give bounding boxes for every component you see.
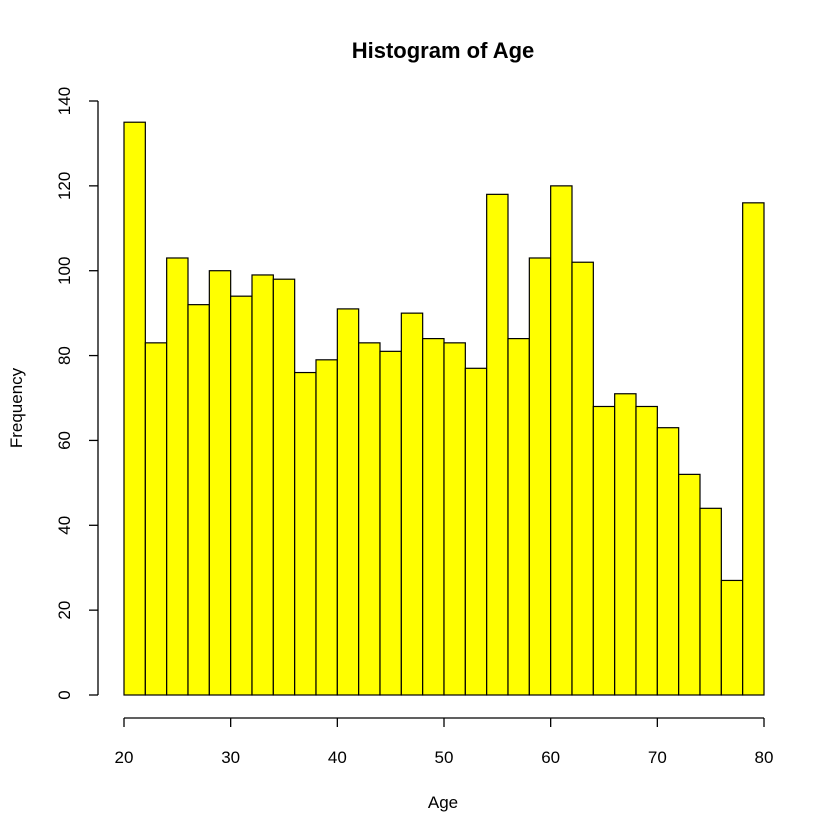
histogram-bar-20	[550, 185, 573, 696]
histogram-bar-11	[358, 342, 381, 696]
histogram-bar-9	[315, 359, 338, 696]
histogram-bar-5	[230, 295, 253, 696]
y-tick-label: 20	[55, 601, 74, 620]
y-axis: 0 20 40 60 80 100 120 140	[55, 87, 99, 700]
x-axis: 20 30 40 50 60 70 80	[115, 717, 774, 767]
histogram-bar-16	[464, 367, 488, 696]
histogram-bar-23	[614, 393, 637, 696]
histogram-bar-4	[208, 270, 232, 696]
y-tick-label: 100	[55, 257, 74, 285]
histogram-bar-17	[486, 193, 509, 696]
x-tick-label: 20	[115, 748, 134, 767]
histogram-bar-27	[699, 507, 722, 696]
x-axis-label: Age	[428, 793, 458, 812]
histogram-bar-29	[742, 202, 765, 696]
histogram-bar-3	[187, 304, 210, 696]
histogram-bar-0	[123, 121, 146, 696]
histogram-bar-22	[592, 405, 616, 696]
histogram-bar-28	[720, 579, 744, 696]
histogram-bar-25	[656, 427, 680, 696]
histogram-bar-1	[144, 342, 168, 696]
chart-title: Histogram of Age	[352, 38, 535, 63]
histogram-bar-19	[528, 257, 552, 696]
x-tick-label: 40	[328, 748, 347, 767]
histogram-bar-13	[400, 312, 424, 696]
histogram-bar-15	[443, 342, 466, 696]
y-tick-label: 80	[55, 346, 74, 365]
x-tick-label: 70	[648, 748, 667, 767]
y-tick-label: 0	[55, 690, 74, 699]
bars-group	[123, 121, 765, 696]
histogram-bar-2	[166, 257, 189, 696]
histogram-bar-14	[422, 338, 445, 696]
histogram-bar-8	[294, 371, 317, 696]
histogram-bar-21	[571, 261, 594, 696]
x-tick-label: 60	[541, 748, 560, 767]
histogram-bar-7	[272, 278, 296, 696]
y-tick-label: 60	[55, 431, 74, 450]
y-axis-label: Frequency	[7, 367, 26, 448]
histogram-bar-18	[507, 338, 530, 696]
histogram-bar-26	[678, 473, 701, 696]
y-tick-label: 120	[55, 172, 74, 200]
histogram-bar-24	[635, 405, 658, 696]
y-tick-label: 140	[55, 87, 74, 115]
histogram-bar-6	[251, 274, 274, 696]
y-tick-label: 40	[55, 516, 74, 535]
x-tick-label: 30	[221, 748, 240, 767]
histogram-bar-12	[379, 350, 402, 696]
x-tick-label: 80	[755, 748, 774, 767]
x-tick-label: 50	[435, 748, 454, 767]
histogram-bar-10	[336, 308, 360, 696]
